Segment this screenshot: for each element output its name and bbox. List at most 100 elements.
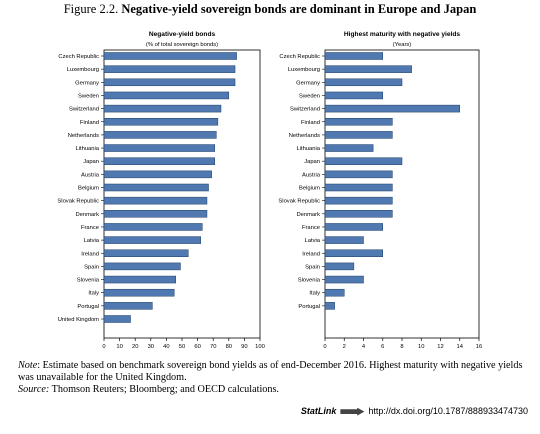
category-label: Sweden (78, 93, 99, 99)
bar (103, 104, 222, 113)
bar (324, 223, 383, 231)
figure-title: Figure 2.2. Negative-yield sovereign bon… (0, 2, 540, 17)
bar (324, 275, 364, 284)
bar (324, 104, 460, 113)
category-label: Germany (296, 80, 320, 86)
chart-subtitle: (% of total sovereign bonds) (146, 42, 218, 48)
bar (103, 78, 236, 87)
note-paragraph: Note: Estimate based on benchmark sovere… (18, 360, 530, 384)
category-label: Portugal (77, 304, 99, 310)
category-label: France (81, 225, 99, 231)
x-tick-label: 2 (343, 344, 346, 350)
bar (103, 302, 153, 310)
bar (324, 262, 355, 271)
category-label: Netherlands (68, 133, 99, 139)
bar (324, 249, 383, 257)
x-tick-label: 20 (132, 344, 138, 350)
bar (324, 170, 393, 179)
category-label: Germany (75, 80, 99, 86)
bar (324, 78, 403, 87)
category-label: Ireland (302, 251, 320, 257)
x-tick-label: 10 (116, 344, 122, 350)
x-tick-label: 4 (362, 344, 366, 350)
x-tick-label: 8 (400, 344, 403, 350)
category-label: Denmark (296, 212, 320, 218)
category-label: Luxembourg (67, 67, 99, 73)
source-paragraph: Source: Thomson Reuters; Bloomberg; and … (18, 384, 530, 396)
bar (103, 183, 209, 192)
x-tick-label: 14 (457, 344, 464, 350)
x-tick-label: 10 (418, 344, 424, 350)
bar (103, 288, 175, 297)
category-label: Slovak Republic (57, 199, 99, 205)
x-tick-label: 6 (381, 344, 384, 350)
x-tick-label: 70 (210, 344, 216, 350)
x-tick-label: 16 (476, 344, 482, 350)
chart-panel-maturity: Highest maturity with negative yields (Ye… (278, 31, 482, 350)
category-label: Belgium (78, 186, 99, 192)
figure-title-text: Negative-yield sovereign bonds are domin… (121, 2, 477, 16)
bar (103, 262, 181, 271)
category-label: Slovenia (77, 278, 100, 284)
note-text: : Estimate based on benchmark sovereign … (18, 360, 523, 384)
category-label: Austria (302, 172, 321, 178)
statlink[interactable]: StatLink http://dx.doi.org/10.1787/888933… (301, 406, 528, 416)
bar (324, 302, 335, 310)
bar (103, 196, 208, 205)
category-label: Netherlands (289, 133, 320, 139)
x-tick-label: 60 (194, 344, 200, 350)
chart-panel-negative-yield: Negative-yield bonds (% of total sovereig… (57, 31, 264, 350)
category-label: Luxembourg (288, 67, 320, 73)
bar (103, 170, 212, 179)
x-tick-label: 90 (241, 344, 247, 350)
bar (103, 275, 177, 284)
category-label: Japan (83, 159, 99, 165)
category-label: Spain (84, 264, 99, 270)
category-label: France (302, 225, 320, 231)
category-label: Italy (88, 291, 99, 297)
bar (103, 91, 230, 100)
bar (103, 144, 216, 152)
x-tick-label: 100 (255, 344, 265, 350)
bar (324, 196, 393, 205)
category-label: Lithuania (296, 146, 320, 152)
bar (324, 144, 374, 152)
category-label: Slovak Republic (278, 199, 320, 205)
bar (103, 52, 237, 60)
chart-subtitle: (Years) (393, 42, 412, 48)
bar (324, 91, 383, 100)
bar (103, 249, 189, 257)
bar (103, 157, 216, 165)
bar (103, 223, 203, 231)
category-label: Belgium (299, 186, 320, 192)
bar (324, 65, 412, 73)
bar (324, 118, 393, 126)
category-label: United Kingdom (58, 317, 99, 323)
category-label: Austria (81, 172, 100, 178)
bar (324, 236, 364, 244)
bar (103, 315, 131, 323)
bar (324, 210, 393, 218)
category-label: Latvia (305, 238, 321, 244)
x-tick-label: 12 (437, 344, 443, 350)
chart-title: Negative-yield bonds (149, 31, 216, 38)
x-tick-label: 0 (102, 344, 105, 350)
category-label: Finland (80, 120, 99, 126)
category-label: Italy (309, 291, 320, 297)
x-tick-label: 80 (226, 344, 232, 350)
category-label: Japan (304, 159, 320, 165)
category-label: Czech Republic (58, 54, 99, 60)
x-tick-label: 50 (179, 344, 185, 350)
source-label: Source: (18, 384, 50, 396)
chart-title: Highest maturity with negative yields (344, 31, 460, 38)
notes-block: Note: Estimate based on benchmark sovere… (18, 360, 530, 397)
arrow-right-icon (340, 407, 365, 416)
bar (103, 210, 208, 218)
category-label: Finland (301, 120, 320, 126)
statlink-url[interactable]: http://dx.doi.org/10.1787/888933474730 (368, 406, 528, 416)
bar (103, 236, 201, 244)
x-tick-label: 30 (148, 344, 154, 350)
category-label: Ireland (81, 251, 99, 257)
category-label: Denmark (75, 212, 99, 218)
note-label: Note (18, 360, 38, 371)
